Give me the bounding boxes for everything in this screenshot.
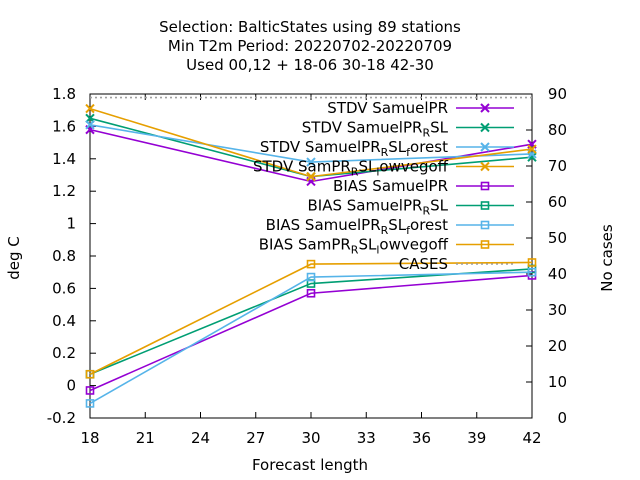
y2-tick-label: 30 <box>548 301 567 319</box>
legend-marker <box>480 181 490 191</box>
data-point <box>85 120 95 130</box>
y2-tick-label: 40 <box>548 265 567 283</box>
data-point <box>306 272 316 282</box>
data-point <box>306 157 316 167</box>
y2-tick-label: 70 <box>548 157 567 175</box>
series-2 <box>85 120 537 167</box>
data-point <box>527 144 537 154</box>
legend-entry: BIAS SamuelPRRSL <box>307 197 514 218</box>
legend-marker <box>480 161 490 172</box>
legend-label: BIAS SamuelPRRSL <box>307 197 448 218</box>
data-point <box>527 267 537 277</box>
y-tick-label: 1 <box>66 215 76 233</box>
legend-label: BIAS SamuelPR <box>333 177 448 195</box>
series-3 <box>85 103 537 182</box>
data-point <box>306 259 316 269</box>
x-tick-label: 21 <box>136 429 155 447</box>
series-6 <box>85 267 537 408</box>
legend-entry: CASES <box>399 255 514 273</box>
y2-tick-label: 20 <box>548 337 567 355</box>
y-tick-label: 0.8 <box>52 247 76 265</box>
x-tick-label: 24 <box>191 429 210 447</box>
x-tick-label: 39 <box>467 429 486 447</box>
y2-tick-label: 90 <box>548 85 567 103</box>
legend-entry: BIAS SamuelPRRSLforest <box>266 216 514 237</box>
series-line <box>89 271 533 405</box>
y-tick-label: 1.2 <box>52 182 76 200</box>
axes: 18 21 24 27 30 33 36 39 42 -0.2 0 0.2 0.4 0.6 0.8 1 1.2 1… <box>47 85 567 447</box>
legend-label: STDV SamuelPR <box>327 99 448 117</box>
y2-tick-label: 10 <box>548 373 567 391</box>
series-line <box>89 274 533 392</box>
data-point <box>306 288 316 298</box>
x-tick-label: 42 <box>522 429 541 447</box>
legend-label: STDV SamPRRSLlowvegoff <box>253 158 449 179</box>
y-tick-label: 0.4 <box>52 312 76 330</box>
x-tick-label: 27 <box>246 429 265 447</box>
y-tick-label: -0.2 <box>47 409 76 427</box>
y2-tick-label: 60 <box>548 193 567 211</box>
series-7 <box>85 258 537 379</box>
x-tick-label: 18 <box>80 429 99 447</box>
title-line-1: Selection: BalticStates using 89 station… <box>159 18 461 36</box>
legend-label: STDV SamuelPRRSLforest <box>260 138 448 159</box>
y-tick-label: 0 <box>66 377 76 395</box>
legend-entry: STDV SamuelPR <box>327 99 514 117</box>
data-point <box>306 171 316 182</box>
y2-tick-label: 80 <box>548 121 567 139</box>
chart-title: Selection: BalticStates using 89 station… <box>159 18 461 74</box>
legend-label: BIAS SamPRRSLlowvegoff <box>259 236 449 257</box>
legend-marker <box>480 220 490 230</box>
series-line <box>89 268 533 376</box>
y-tick-label: 1.4 <box>52 150 76 168</box>
title-line-3: Used 00,12 + 18-06 30-18 42-30 <box>186 56 434 74</box>
data-point <box>85 103 95 114</box>
legend-entry: STDV SamPRRSLlowvegoff <box>253 158 514 179</box>
series-5 <box>85 264 537 379</box>
data-point <box>85 369 95 379</box>
legend-label: STDV SamuelPRRSL <box>302 119 449 140</box>
data-point <box>85 399 95 408</box>
y-tick-label: 0.2 <box>52 344 76 362</box>
y-tick-label: 0.6 <box>52 279 76 297</box>
legend-label: CASES <box>399 255 448 273</box>
series-layer <box>85 96 537 408</box>
data-point <box>85 386 95 395</box>
series-line <box>89 261 533 375</box>
x-tick-label: 36 <box>412 429 431 447</box>
legend-label: BIAS SamuelPRRSLforest <box>266 216 448 237</box>
y-tick-label: 1.8 <box>52 85 76 103</box>
x-axis-label: Forecast length <box>252 456 368 474</box>
y2-axis-label: No cases <box>598 224 616 292</box>
x-tick-label: 33 <box>357 429 376 447</box>
legend-marker <box>480 142 490 152</box>
legend-marker <box>480 240 490 249</box>
legend-entry: STDV SamuelPRRSLforest <box>260 138 514 159</box>
legend-entry: BIAS SamPRRSLlowvegoff <box>259 236 514 257</box>
legend-marker <box>480 122 490 133</box>
y2-tick-label: 0 <box>557 409 567 427</box>
x-tick-label: 30 <box>301 429 320 447</box>
y-tick-label: 1.6 <box>52 117 76 135</box>
legend-entry: BIAS SamuelPR <box>333 177 514 195</box>
y2-tick-label: 50 <box>548 229 567 247</box>
data-point <box>527 258 537 267</box>
series-4 <box>85 271 537 395</box>
title-line-2: Min T2m Period: 20220702-20220709 <box>168 37 452 55</box>
y-axis-label: deg C <box>5 236 23 280</box>
legend-marker <box>480 201 490 210</box>
legend-marker <box>480 103 490 113</box>
legend-entry: STDV SamuelPRRSL <box>302 119 514 140</box>
